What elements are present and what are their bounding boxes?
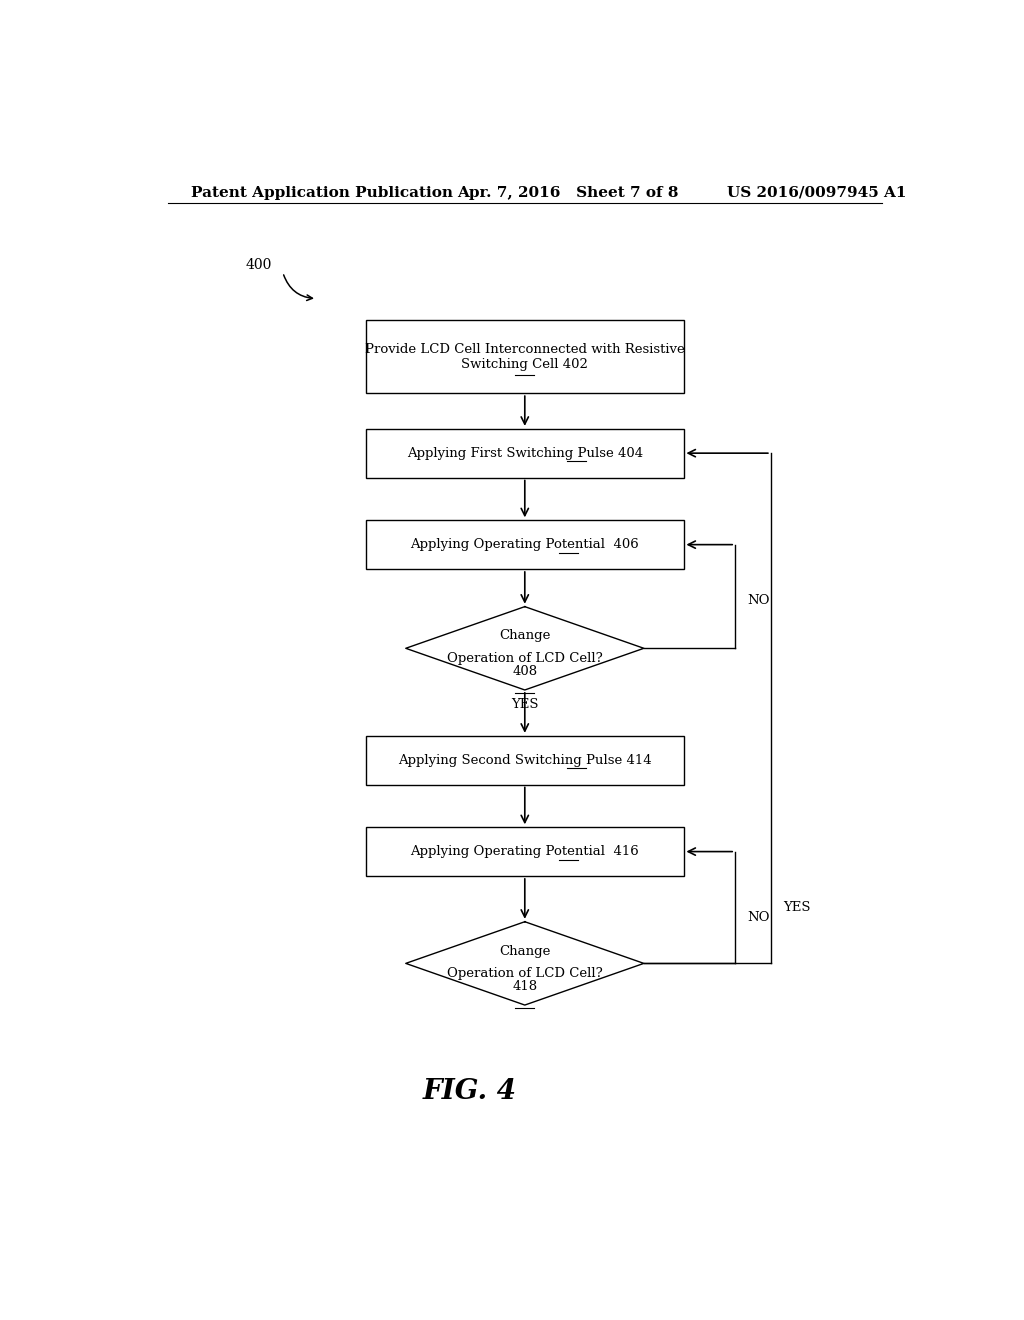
Text: Applying Operating Potential  416: Applying Operating Potential 416 bbox=[411, 845, 639, 858]
Text: NO: NO bbox=[748, 911, 769, 924]
Text: Operation of LCD Cell?: Operation of LCD Cell? bbox=[446, 968, 603, 979]
Text: YES: YES bbox=[511, 698, 539, 710]
Polygon shape bbox=[406, 607, 644, 690]
Bar bbox=[367, 520, 684, 569]
Text: NO: NO bbox=[748, 594, 769, 607]
Text: FIG. 4: FIG. 4 bbox=[422, 1078, 516, 1105]
Text: Patent Application Publication: Patent Application Publication bbox=[191, 186, 454, 199]
Text: YES: YES bbox=[782, 902, 810, 913]
Text: US 2016/0097945 A1: US 2016/0097945 A1 bbox=[727, 186, 906, 199]
Text: Applying First Switching Pulse 404: Applying First Switching Pulse 404 bbox=[407, 446, 643, 459]
Text: Apr. 7, 2016   Sheet 7 of 8: Apr. 7, 2016 Sheet 7 of 8 bbox=[458, 186, 679, 199]
Text: Change: Change bbox=[499, 945, 551, 957]
Bar bbox=[367, 429, 684, 478]
Text: Applying Operating Potential  406: Applying Operating Potential 406 bbox=[411, 539, 639, 552]
Text: Provide LCD Cell Interconnected with Resistive
Switching Cell 402: Provide LCD Cell Interconnected with Res… bbox=[365, 343, 685, 371]
Polygon shape bbox=[406, 921, 644, 1005]
Text: 408: 408 bbox=[512, 665, 538, 678]
Text: 400: 400 bbox=[246, 259, 271, 272]
Bar bbox=[367, 828, 684, 876]
Text: 418: 418 bbox=[512, 981, 538, 993]
Text: Operation of LCD Cell?: Operation of LCD Cell? bbox=[446, 652, 603, 665]
Text: Change: Change bbox=[499, 630, 551, 643]
Text: Applying Second Switching Pulse 414: Applying Second Switching Pulse 414 bbox=[398, 754, 651, 767]
Bar bbox=[367, 319, 684, 393]
Bar bbox=[367, 735, 684, 784]
